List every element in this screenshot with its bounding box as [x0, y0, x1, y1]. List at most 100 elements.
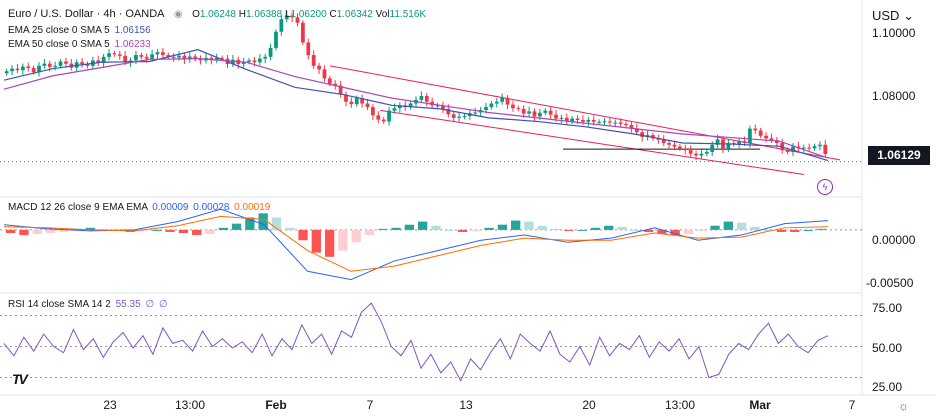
macd-histogram-bar: [178, 229, 189, 233]
candle-body: [257, 58, 262, 63]
rsi-tick: 50.00: [872, 341, 903, 355]
candle-body: [629, 125, 634, 129]
symbol-title[interactable]: Euro / U.S. Dollar · 4h · OANDA: [8, 8, 165, 20]
candle-body: [667, 142, 672, 145]
candle-body: [209, 57, 214, 60]
signal-line: [3, 215, 829, 272]
candle-body: [306, 42, 311, 56]
candle-body: [457, 116, 461, 118]
candle-body: [290, 15, 295, 18]
candle-body: [473, 112, 478, 114]
macd-histogram-bar: [298, 229, 308, 241]
eye-off-icon[interactable]: ◉: [173, 9, 183, 20]
candle-body: [554, 114, 558, 119]
macd-histogram-bar: [245, 217, 255, 230]
candle-body: [597, 121, 601, 123]
time-tick: 7: [848, 398, 856, 412]
macd-histogram-bar: [391, 227, 401, 230]
candle-body: [187, 56, 192, 60]
macd-legend[interactable]: MACD 12 26 close 9 EMA EMA 0.00009 0.000…: [8, 202, 271, 213]
macd-histogram-bar: [351, 229, 361, 243]
candle-body: [166, 55, 171, 57]
time-tick: 13: [459, 398, 473, 412]
macd-histogram-bar: [736, 222, 747, 230]
candle-body: [748, 128, 752, 143]
time-tick: 13:00: [174, 398, 206, 412]
ema25-legend[interactable]: EMA 25 close 0 SMA 5 1.06156: [8, 25, 151, 36]
candle-body: [661, 139, 666, 143]
candle-body: [710, 144, 715, 152]
tradingview-logo[interactable]: TV: [12, 371, 28, 387]
candle-body: [537, 112, 542, 117]
candle-body: [279, 19, 284, 32]
candle-body: [85, 64, 90, 66]
ema50-legend[interactable]: EMA 50 close 0 SMA 5 1.06233: [8, 39, 151, 50]
macd-histogram-bar: [617, 226, 627, 230]
macd-histogram-bar: [511, 220, 521, 230]
candle-body: [591, 120, 596, 122]
macd-histogram-bar: [484, 227, 494, 230]
candle-body: [177, 55, 181, 58]
macd-histogram-bar: [564, 229, 574, 231]
candle-body: [64, 61, 68, 64]
macd-histogram-bar: [657, 229, 667, 235]
candle-body: [618, 122, 623, 124]
candle-body: [559, 117, 564, 119]
candle-body: [10, 68, 14, 72]
macd-tick: 0.00000: [872, 233, 916, 247]
rsi-legend[interactable]: RSI 14 close SMA 14 2 55.35 ∅ ∅: [8, 299, 168, 310]
currency-selector[interactable]: USD ⌄: [872, 8, 914, 23]
candle-body: [182, 55, 187, 60]
macd-histogram-bar: [152, 229, 162, 231]
candle-body: [451, 114, 456, 118]
candle-body: [602, 121, 607, 123]
candle-body: [489, 103, 494, 108]
candle-body: [742, 141, 747, 143]
lightning-icon[interactable]: ϟ: [817, 179, 833, 195]
candle-body: [688, 150, 693, 154]
candle-body: [37, 65, 41, 73]
candle-body: [607, 121, 612, 123]
candle-body: [446, 108, 451, 115]
macd-histogram-bar: [803, 229, 813, 231]
candle-body: [651, 135, 655, 139]
candle-body: [360, 98, 365, 104]
candle-body: [311, 55, 316, 66]
macd-histogram-bar: [5, 229, 16, 233]
candle-body: [134, 55, 138, 61]
price-pane: [0, 10, 862, 176]
candle-body: [678, 146, 682, 149]
candle-body: [15, 68, 20, 71]
gear-icon[interactable]: ☼: [898, 399, 909, 413]
candle-body: [441, 105, 445, 109]
macd-histogram-bar: [99, 228, 109, 230]
candle-body: [42, 63, 47, 66]
candle-body: [241, 61, 246, 65]
macd-histogram-bar: [138, 229, 149, 231]
candle-body: [301, 22, 305, 43]
macd-histogram-bar: [723, 221, 733, 230]
candle-body: [344, 94, 348, 102]
macd-histogram-bar: [431, 225, 441, 230]
macd-line: [3, 208, 829, 281]
candle-body: [112, 53, 117, 55]
candle-body: [726, 142, 731, 149]
candle-body: [575, 118, 580, 121]
macd-histogram-bar: [497, 224, 508, 230]
candle-body: [764, 135, 768, 139]
candle-body: [284, 15, 289, 20]
candle-body: [484, 107, 488, 110]
candle-body: [107, 53, 111, 57]
candle-body: [586, 120, 591, 122]
candle-body: [20, 66, 25, 71]
candle-body: [672, 144, 677, 147]
candle-body: [419, 95, 424, 100]
macd-histogram-bar: [590, 227, 601, 230]
trendline-lower: [379, 109, 805, 176]
candle-body: [58, 61, 63, 66]
candle-body: [801, 147, 806, 149]
candle-body: [494, 101, 499, 104]
candle-body: [737, 141, 742, 145]
candle-body: [694, 153, 698, 156]
